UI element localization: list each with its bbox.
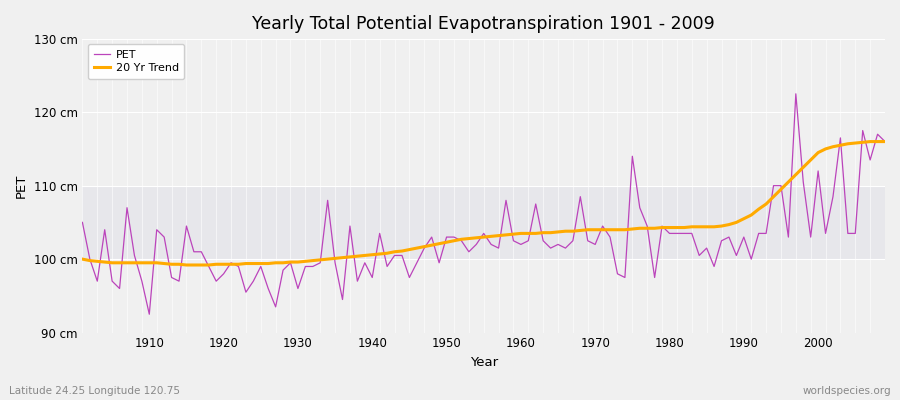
20 Yr Trend (181, 262, 192, 267)
PET (352, 279, 363, 284)
PET (523, 238, 534, 243)
20 Yr Trend (612, 227, 623, 232)
PET (137, 279, 148, 284)
20 Yr Trend (308, 258, 319, 263)
PET (790, 92, 801, 96)
Legend: PET, 20 Yr Trend: PET, 20 Yr Trend (88, 44, 184, 79)
20 Yr Trend (516, 231, 526, 236)
Text: worldspecies.org: worldspecies.org (803, 386, 891, 396)
Title: Yearly Total Potential Evapotranspiration 1901 - 2009: Yearly Total Potential Evapotranspiratio… (252, 15, 716, 33)
20 Yr Trend (879, 139, 890, 144)
20 Yr Trend (865, 139, 876, 144)
Line: PET: PET (83, 94, 885, 314)
PET (612, 272, 623, 276)
PET (516, 242, 526, 247)
Y-axis label: PET: PET (15, 174, 28, 198)
PET (879, 139, 890, 144)
PET (77, 220, 88, 225)
PET (144, 312, 155, 317)
20 Yr Trend (523, 231, 534, 236)
20 Yr Trend (137, 260, 148, 265)
Line: 20 Yr Trend: 20 Yr Trend (83, 142, 885, 265)
20 Yr Trend (352, 254, 363, 258)
Bar (83, 186, 885, 259)
X-axis label: Year: Year (470, 356, 498, 369)
Text: Latitude 24.25 Longitude 120.75: Latitude 24.25 Longitude 120.75 (9, 386, 180, 396)
20 Yr Trend (77, 257, 88, 262)
PET (308, 264, 319, 269)
